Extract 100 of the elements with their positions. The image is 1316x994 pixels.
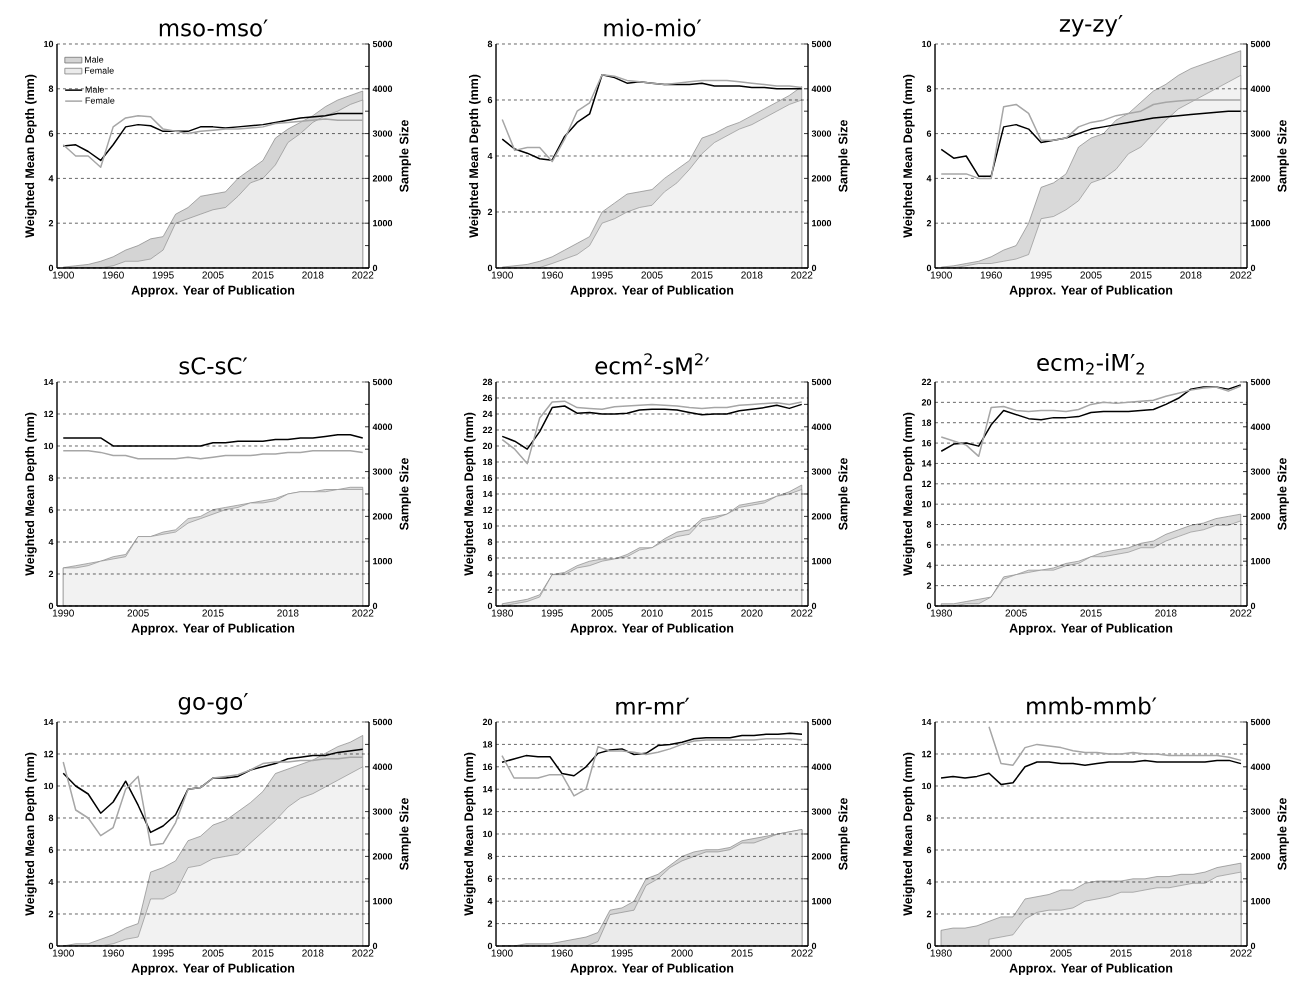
y-tick-label: 4	[48, 878, 54, 886]
y-tick-label: 10	[44, 40, 54, 48]
x-axis-title: Approx. Year of Publication	[131, 623, 295, 636]
y2-tick-label: 0	[1250, 264, 1256, 272]
x-tick-label: 1995	[152, 949, 174, 957]
y-tick-label: 4	[926, 175, 932, 182]
y2-tick-label: 2000	[811, 513, 832, 520]
y2-tick-label: 4000	[811, 763, 832, 770]
x-tick-label: 2015	[731, 949, 753, 957]
y-tick-label: 6	[926, 130, 932, 137]
y-tick-label: 10	[483, 830, 493, 838]
y-tick-label: 0	[48, 264, 54, 272]
y-axis-title: Weighted Mean Depth (mm)	[25, 74, 37, 238]
y-tick-label: 10	[922, 782, 932, 790]
chart-title: mmb-mmb′	[1027, 696, 1157, 715]
y2-axis-title: Sample Size	[399, 120, 411, 192]
y-tick-label: 0	[926, 942, 932, 950]
x-tick-label: 2018	[277, 609, 299, 617]
y2-tick-label: 4000	[372, 423, 393, 430]
x-tick-label: 2015	[691, 271, 713, 279]
line-series	[501, 403, 803, 450]
x-axis-title: Approx. Year of Publication	[1009, 285, 1173, 298]
x-tick-label: 2005	[1050, 949, 1072, 957]
x-tick-label: 1980	[930, 949, 952, 957]
y-tick-label: 6	[926, 846, 932, 854]
x-tick-label: 2005	[1080, 271, 1102, 279]
y-axis-title: Weighted Mean Depth (mm)	[903, 412, 915, 576]
x-tick-label: 2010	[641, 609, 663, 617]
y-tick-label: 22	[482, 426, 493, 434]
x-tick-label: 2015	[1110, 949, 1132, 957]
x-axis-title: Approx. Year of Publication	[131, 285, 295, 298]
x-tick-label: 1960	[541, 271, 563, 279]
y-tick-label: 4	[926, 562, 932, 569]
y-tick-label: 18	[922, 419, 932, 426]
chart-title: mso-mso′	[159, 19, 268, 37]
x-tick-label: 2022	[352, 949, 374, 957]
y2-tick-label: 0	[372, 602, 378, 610]
y-tick-label: 10	[922, 501, 932, 508]
y-tick-label: 0	[487, 942, 493, 950]
x-tick-label: 2005	[1005, 609, 1027, 617]
y2-tick-label: 3000	[1250, 808, 1271, 815]
y2-axis-title: Sample Size	[399, 458, 411, 530]
y-tick-label: 8	[487, 853, 493, 860]
x-tick-label: 2005	[641, 271, 663, 279]
x-tick-label: 2005	[202, 949, 224, 957]
y2-tick-label: 1000	[1251, 898, 1271, 905]
y2-tick-label: 4000	[1250, 85, 1271, 92]
y-tick-label: 14	[483, 490, 493, 498]
y2-axis-title: Sample Size	[1277, 458, 1289, 530]
y-tick-label: 0	[48, 942, 54, 950]
y-axis-title: Weighted Mean Depth (mm)	[468, 74, 481, 238]
y-tick-label: 6	[48, 506, 54, 514]
y-axis-title: Weighted Mean Depth (mm)	[464, 412, 476, 576]
x-tick-label: 1960	[102, 271, 124, 279]
x-tick-label: 2000	[671, 949, 693, 957]
y-tick-label: 4	[487, 152, 493, 160]
y-axis-title: Weighted Mean Depth (mm)	[25, 752, 37, 916]
y-tick-label: 8	[48, 85, 54, 92]
y-tick-label: 0	[487, 602, 493, 610]
y-tick-label: 12	[44, 410, 54, 418]
y-tick-label: 6	[48, 846, 54, 854]
y-tick-label: 2	[487, 586, 493, 594]
x-tick-label: 2015	[691, 609, 713, 617]
y2-tick-label: 1000	[812, 558, 832, 565]
y-tick-label: 8	[48, 474, 54, 482]
y-tick-label: 10	[922, 40, 932, 48]
x-tick-label: 2022	[1230, 949, 1252, 957]
y-tick-label: 24	[482, 410, 493, 418]
x-tick-label: 2022	[352, 609, 374, 617]
x-tick-label: 2022	[352, 271, 374, 279]
y2-tick-label: 1000	[373, 220, 393, 227]
y-tick-label: 12	[483, 506, 493, 514]
y-tick-label: 20	[482, 442, 493, 450]
y-tick-label: 0	[487, 264, 493, 272]
y2-axis-title: Sample Size	[1277, 120, 1289, 192]
chart-title: mr-mr′	[616, 697, 690, 715]
y-tick-label: 4	[48, 538, 54, 546]
y2-tick-label: 1000	[812, 220, 832, 227]
y2-tick-label: 3000	[1250, 130, 1271, 137]
y2-tick-label: 0	[372, 942, 378, 950]
y-tick-label: 18	[483, 741, 493, 748]
x-tick-label: 2015	[1080, 609, 1102, 617]
x-tick-label: 2018	[1155, 609, 1177, 617]
y-tick-label: 2	[487, 208, 493, 216]
chart-title: zy-zy′	[1059, 15, 1123, 37]
y-tick-label: 14	[922, 718, 932, 726]
chart-title: ecm$^{2}$-sM$^{2}$′	[595, 353, 710, 375]
x-tick-label: 1995	[591, 271, 613, 279]
y-tick-label: 18	[483, 458, 493, 466]
y2-tick-label: 5000	[811, 378, 832, 386]
y2-tick-label: 5000	[372, 40, 393, 48]
x-tick-label: 2000	[990, 949, 1012, 957]
y-tick-label: 14	[44, 718, 54, 726]
y-tick-label: 22	[921, 378, 932, 386]
y2-tick-label: 2000	[811, 853, 832, 860]
y-axis-title: Weighted Mean Depth (mm)	[903, 752, 915, 916]
x-axis-title: Approx. Year of Publication	[131, 963, 295, 976]
y-tick-label: 6	[487, 875, 493, 882]
y-tick-label: 0	[48, 602, 54, 610]
y-tick-label: 6	[926, 541, 932, 549]
